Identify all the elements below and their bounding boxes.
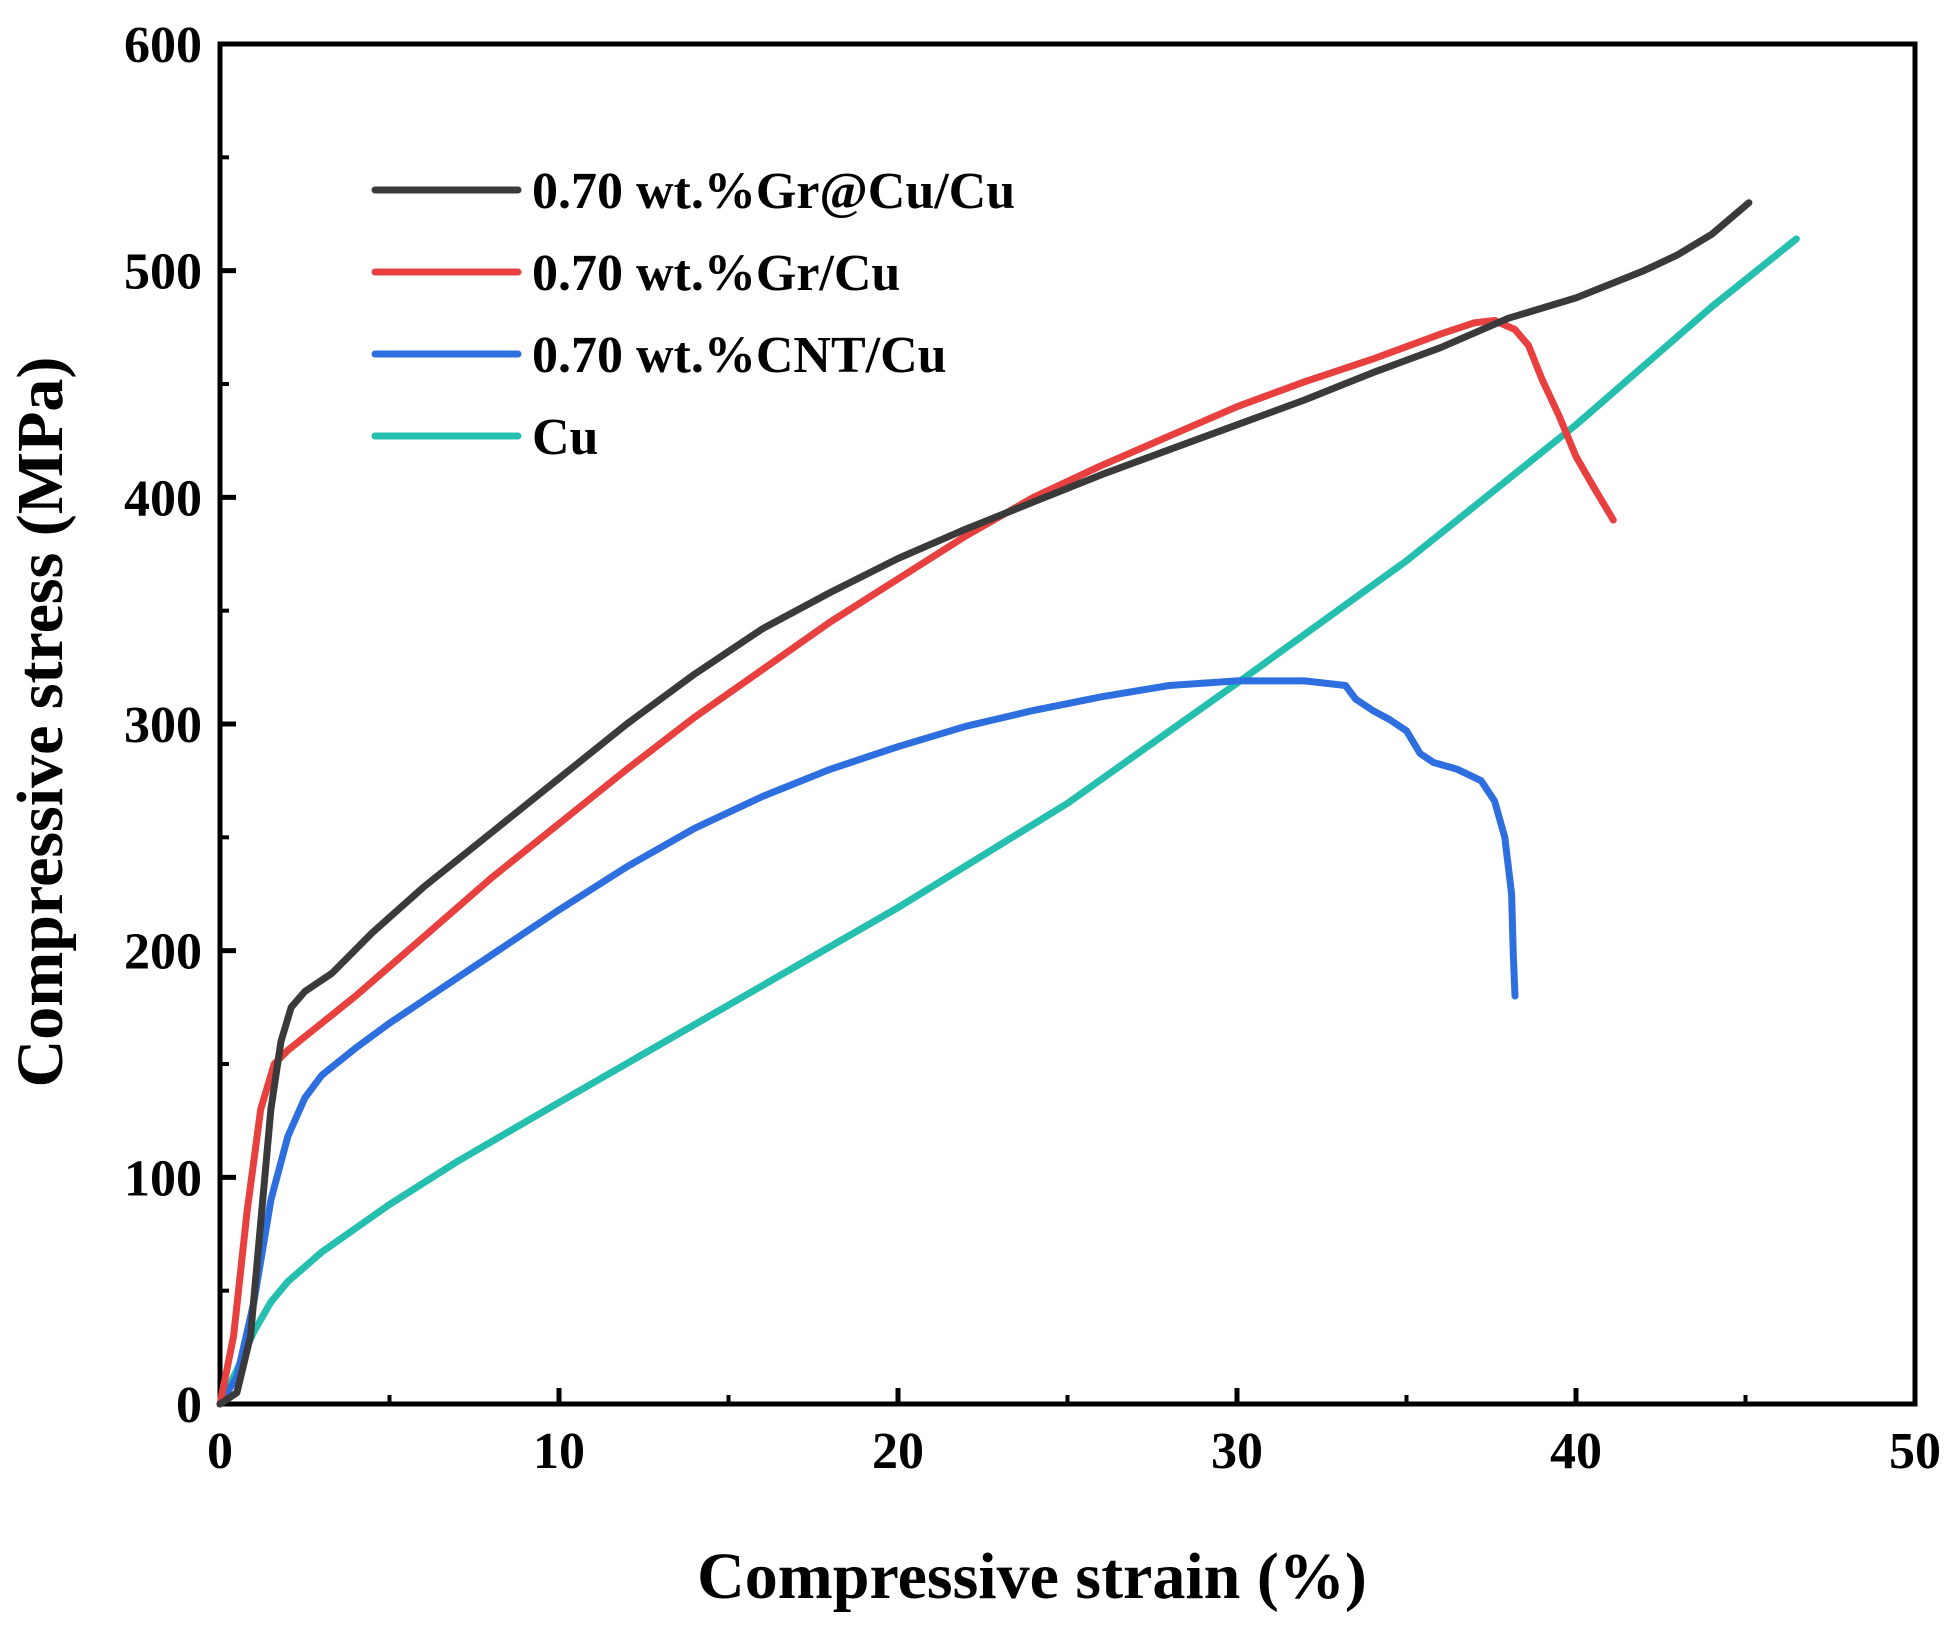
x-tick-label: 20 bbox=[872, 1423, 924, 1480]
x-tick-label: 50 bbox=[1889, 1423, 1941, 1480]
y-tick-label: 200 bbox=[124, 924, 202, 981]
legend: 0.70 wt.%Gr@Cu/Cu 0.70 wt.%Gr/Cu 0.70 wt.%… bbox=[371, 163, 1015, 466]
y-axis-title: Compressive stress (MPa) bbox=[4, 357, 77, 1088]
series-line-1 bbox=[216, 199, 1753, 1408]
y-tick-label: 100 bbox=[124, 1150, 202, 1207]
y-tick-label: 400 bbox=[124, 470, 202, 527]
x-tick-label: 0 bbox=[207, 1423, 233, 1480]
legend-label: 0.70 wt.%CNT/Cu bbox=[532, 327, 947, 384]
x-tick-label: 30 bbox=[1211, 1423, 1263, 1480]
series-line-2 bbox=[216, 317, 1617, 1408]
series-lines bbox=[216, 199, 1800, 1408]
x-axis-title: Compressive strain (%) bbox=[697, 1540, 1367, 1613]
legend-label: 0.70 wt.%Gr/Cu bbox=[532, 245, 900, 302]
x-tick-label: 40 bbox=[1550, 1423, 1602, 1480]
legend-label: Cu bbox=[532, 409, 598, 466]
plot-frame bbox=[217, 41, 1918, 1407]
x-tick-label: 10 bbox=[533, 1423, 585, 1480]
y-tick-label: 600 bbox=[124, 17, 202, 74]
y-tick-label: 300 bbox=[124, 697, 202, 754]
legend-label: 0.70 wt.%Gr@Cu/Cu bbox=[532, 163, 1015, 220]
y-tick-label: 0 bbox=[176, 1377, 202, 1434]
series-line-3 bbox=[216, 677, 1519, 1408]
y-tick-label: 500 bbox=[124, 244, 202, 301]
series-line-4 bbox=[216, 235, 1800, 1408]
